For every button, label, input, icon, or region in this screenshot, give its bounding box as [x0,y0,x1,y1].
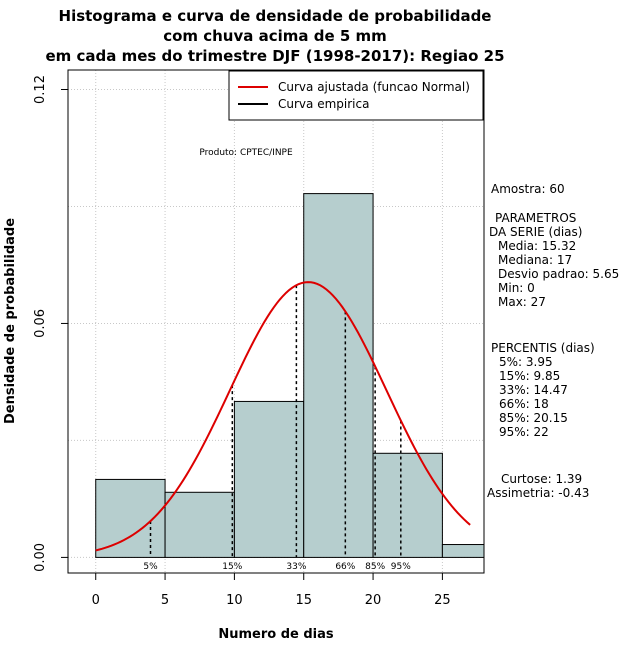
histogram-bar-0 [95,478,166,558]
legend: Curva ajustada (funcao Normal) Curva emp… [228,70,484,121]
stat-min: Min: 0 [498,281,535,295]
y-axis-title: Densidade de probabilidade [3,218,18,424]
y-tick-label-2: 0.12 [33,75,48,104]
y-axis: 0.00 0.06 0.12 [33,75,68,572]
title-line-3: em cada mes do trimestre DJF (1998-2017)… [45,47,504,65]
x-tick-label-3: 15 [295,593,312,608]
stat-parametros-title-1: PARAMETROS [495,211,576,225]
y-tick-label-1: 0.06 [33,309,48,338]
stat-curtose: Curtose: 1.39 [501,472,582,486]
histogram-bar-2 [233,400,305,558]
bars-layer [95,193,485,558]
percentile-label-0: 5% [143,562,158,572]
stat-percentis-title: PERCENTIS (dias) [491,341,595,355]
stat-p95: 95%: 22 [499,425,549,439]
histogram-bar-1 [164,491,235,558]
stats-panel: Amostra: 60 PARAMETROS DA SERIE (dias) M… [487,182,619,500]
percentile-layer: 5% 15% 33% 66% 85% 95% [143,285,411,572]
stat-mediana: Mediana: 17 [498,253,572,267]
x-tick-label-5: 25 [434,593,451,608]
stat-media: Media: 15.32 [498,239,576,253]
x-tick-label-1: 5 [161,593,169,608]
chart-title: Histograma e curva de densidade de proba… [45,7,504,65]
stat-p33: 33%: 14.47 [499,383,568,397]
stat-p15: 15%: 9.85 [499,369,560,383]
stat-p66: 66%: 18 [499,397,549,411]
x-axis: 0 5 10 15 20 25 [92,573,451,608]
stat-max: Max: 27 [498,295,546,309]
stat-desvio: Desvio padrao: 5.65 [498,267,619,281]
legend-box [228,70,484,121]
percentile-label-4: 85% [365,562,385,572]
product-watermark: Produto: CPTEC/INPE [199,148,293,158]
legend-label-empirical: Curva empirica [278,97,369,111]
normal-curve [95,281,471,552]
legend-label-normal: Curva ajustada (funcao Normal) [278,80,470,94]
y-tick-label-0: 0.00 [33,543,48,572]
percentile-label-2: 33% [286,562,306,572]
curve-layer [95,281,471,552]
histogram-bar-3 [303,193,374,558]
stat-amostra: Amostra: 60 [491,182,565,196]
x-tick-label-2: 10 [226,593,243,608]
stat-parametros-title-2: DA SERIE (dias) [489,225,582,239]
histogram-bar-4 [372,452,443,558]
percentile-label-5: 95% [391,562,411,572]
x-tick-label-4: 20 [365,593,382,608]
histogram-bar-5 [441,544,485,558]
x-axis-title: Numero de dias [218,627,334,642]
title-line-1: Histograma e curva de densidade de proba… [59,7,492,25]
stat-assimetria: Assimetria: -0.43 [487,486,589,500]
stat-p85: 85%: 20.15 [499,411,568,425]
percentile-label-3: 66% [335,562,355,572]
plot-frame [67,69,485,574]
percentile-label-1: 15% [222,562,242,572]
title-line-2: com chuva acima de 5 mm [163,27,387,45]
x-tick-label-0: 0 [92,593,100,608]
stat-p5: 5%: 3.95 [499,355,553,369]
